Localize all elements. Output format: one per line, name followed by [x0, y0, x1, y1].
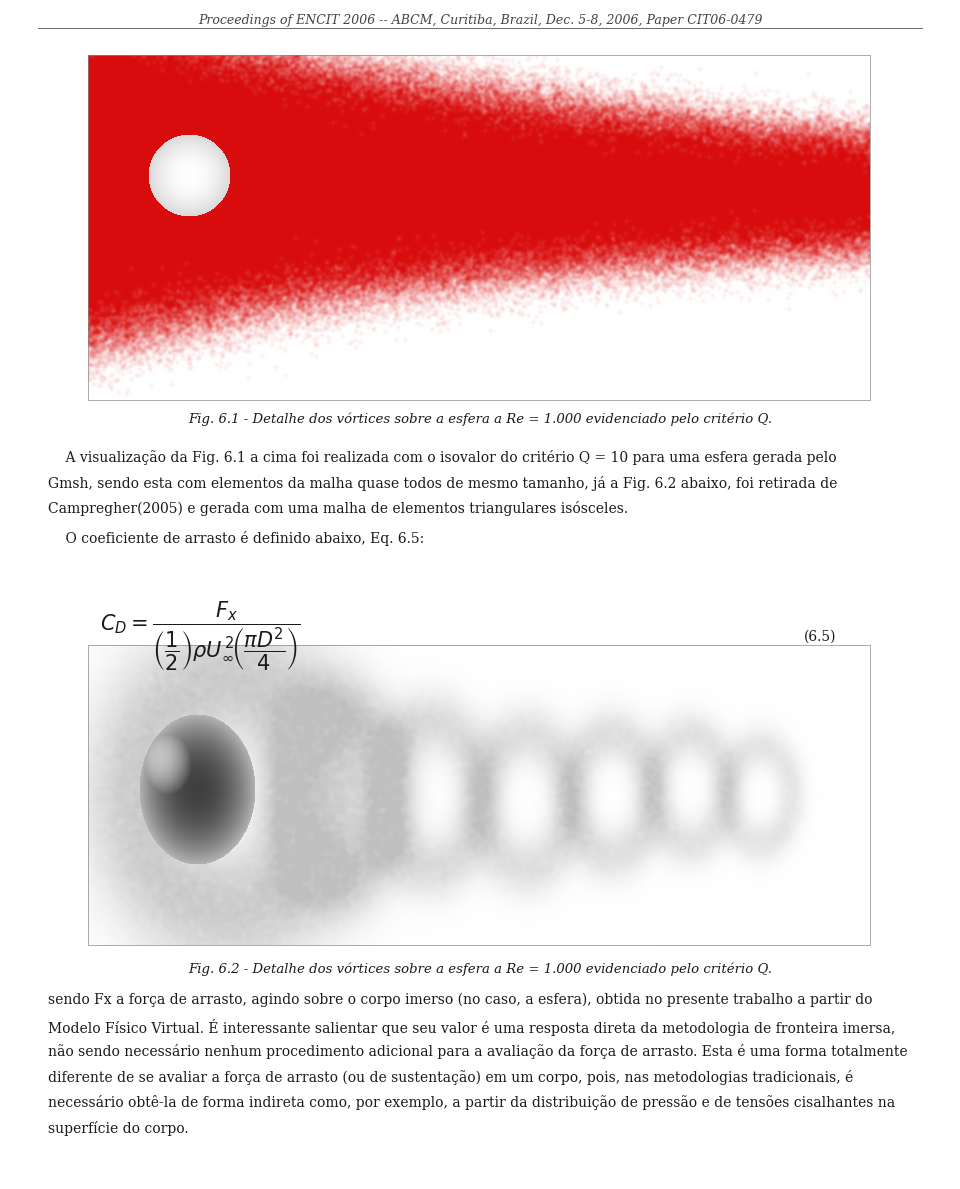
Text: Modelo Físico Virtual. É interessante salientar que seu valor é uma resposta dir: Modelo Físico Virtual. É interessante sa…	[48, 1019, 896, 1036]
Text: necessário obtê-la de forma indireta como, por exemplo, a partir da distribuição: necessário obtê-la de forma indireta com…	[48, 1095, 895, 1111]
Text: $C_{D} = \dfrac{F_{x}}{\left(\dfrac{1}{2}\right)\rho U_{\infty}^{\,2}\!\left(\df: $C_{D} = \dfrac{F_{x}}{\left(\dfrac{1}{2…	[100, 599, 300, 673]
Text: O coeficiente de arrasto é definido abaixo, Eq. 6.5:: O coeficiente de arrasto é definido abai…	[48, 530, 424, 546]
Text: Fig. 6.2 - Detalhe dos vórtices sobre a esfera a Re = 1.000 evidenciado pelo cri: Fig. 6.2 - Detalhe dos vórtices sobre a …	[188, 963, 772, 976]
Text: Campregher(2005) e gerada com uma malha de elementos triangulares isósceles.: Campregher(2005) e gerada com uma malha …	[48, 501, 628, 516]
Text: sendo Fx a força de arrasto, agindo sobre o corpo imerso (no caso, a esfera), ob: sendo Fx a força de arrasto, agindo sobr…	[48, 993, 873, 1007]
Text: superfície do corpo.: superfície do corpo.	[48, 1121, 188, 1135]
Bar	[88, 55, 870, 400]
Text: A visualização da Fig. 6.1 a cima foi realizada com o isovalor do critério Q = 1: A visualização da Fig. 6.1 a cima foi re…	[48, 449, 836, 465]
Text: Fig. 6.1 - Detalhe dos vórtices sobre a esfera a Re = 1.000 evidenciado pelo cri: Fig. 6.1 - Detalhe dos vórtices sobre a …	[188, 413, 772, 427]
Text: Proceedings of ENCIT 2006 -- ABCM, Curitiba, Brazil, Dec. 5-8, 2006, Paper CIT06: Proceedings of ENCIT 2006 -- ABCM, Curit…	[198, 14, 762, 27]
Text: não sendo necessário nenhum procedimento adicional para a avaliação da força de : não sendo necessário nenhum procedimento…	[48, 1044, 907, 1059]
Text: (6.5): (6.5)	[804, 629, 836, 643]
Text: diferente de se avaliar a força de arrasto (ou de sustentação) em um corpo, pois: diferente de se avaliar a força de arras…	[48, 1070, 853, 1084]
Bar	[88, 644, 870, 945]
Text: Gmsh, sendo esta com elementos da malha quase todos de mesmo tamanho, já a Fig. : Gmsh, sendo esta com elementos da malha …	[48, 476, 837, 491]
